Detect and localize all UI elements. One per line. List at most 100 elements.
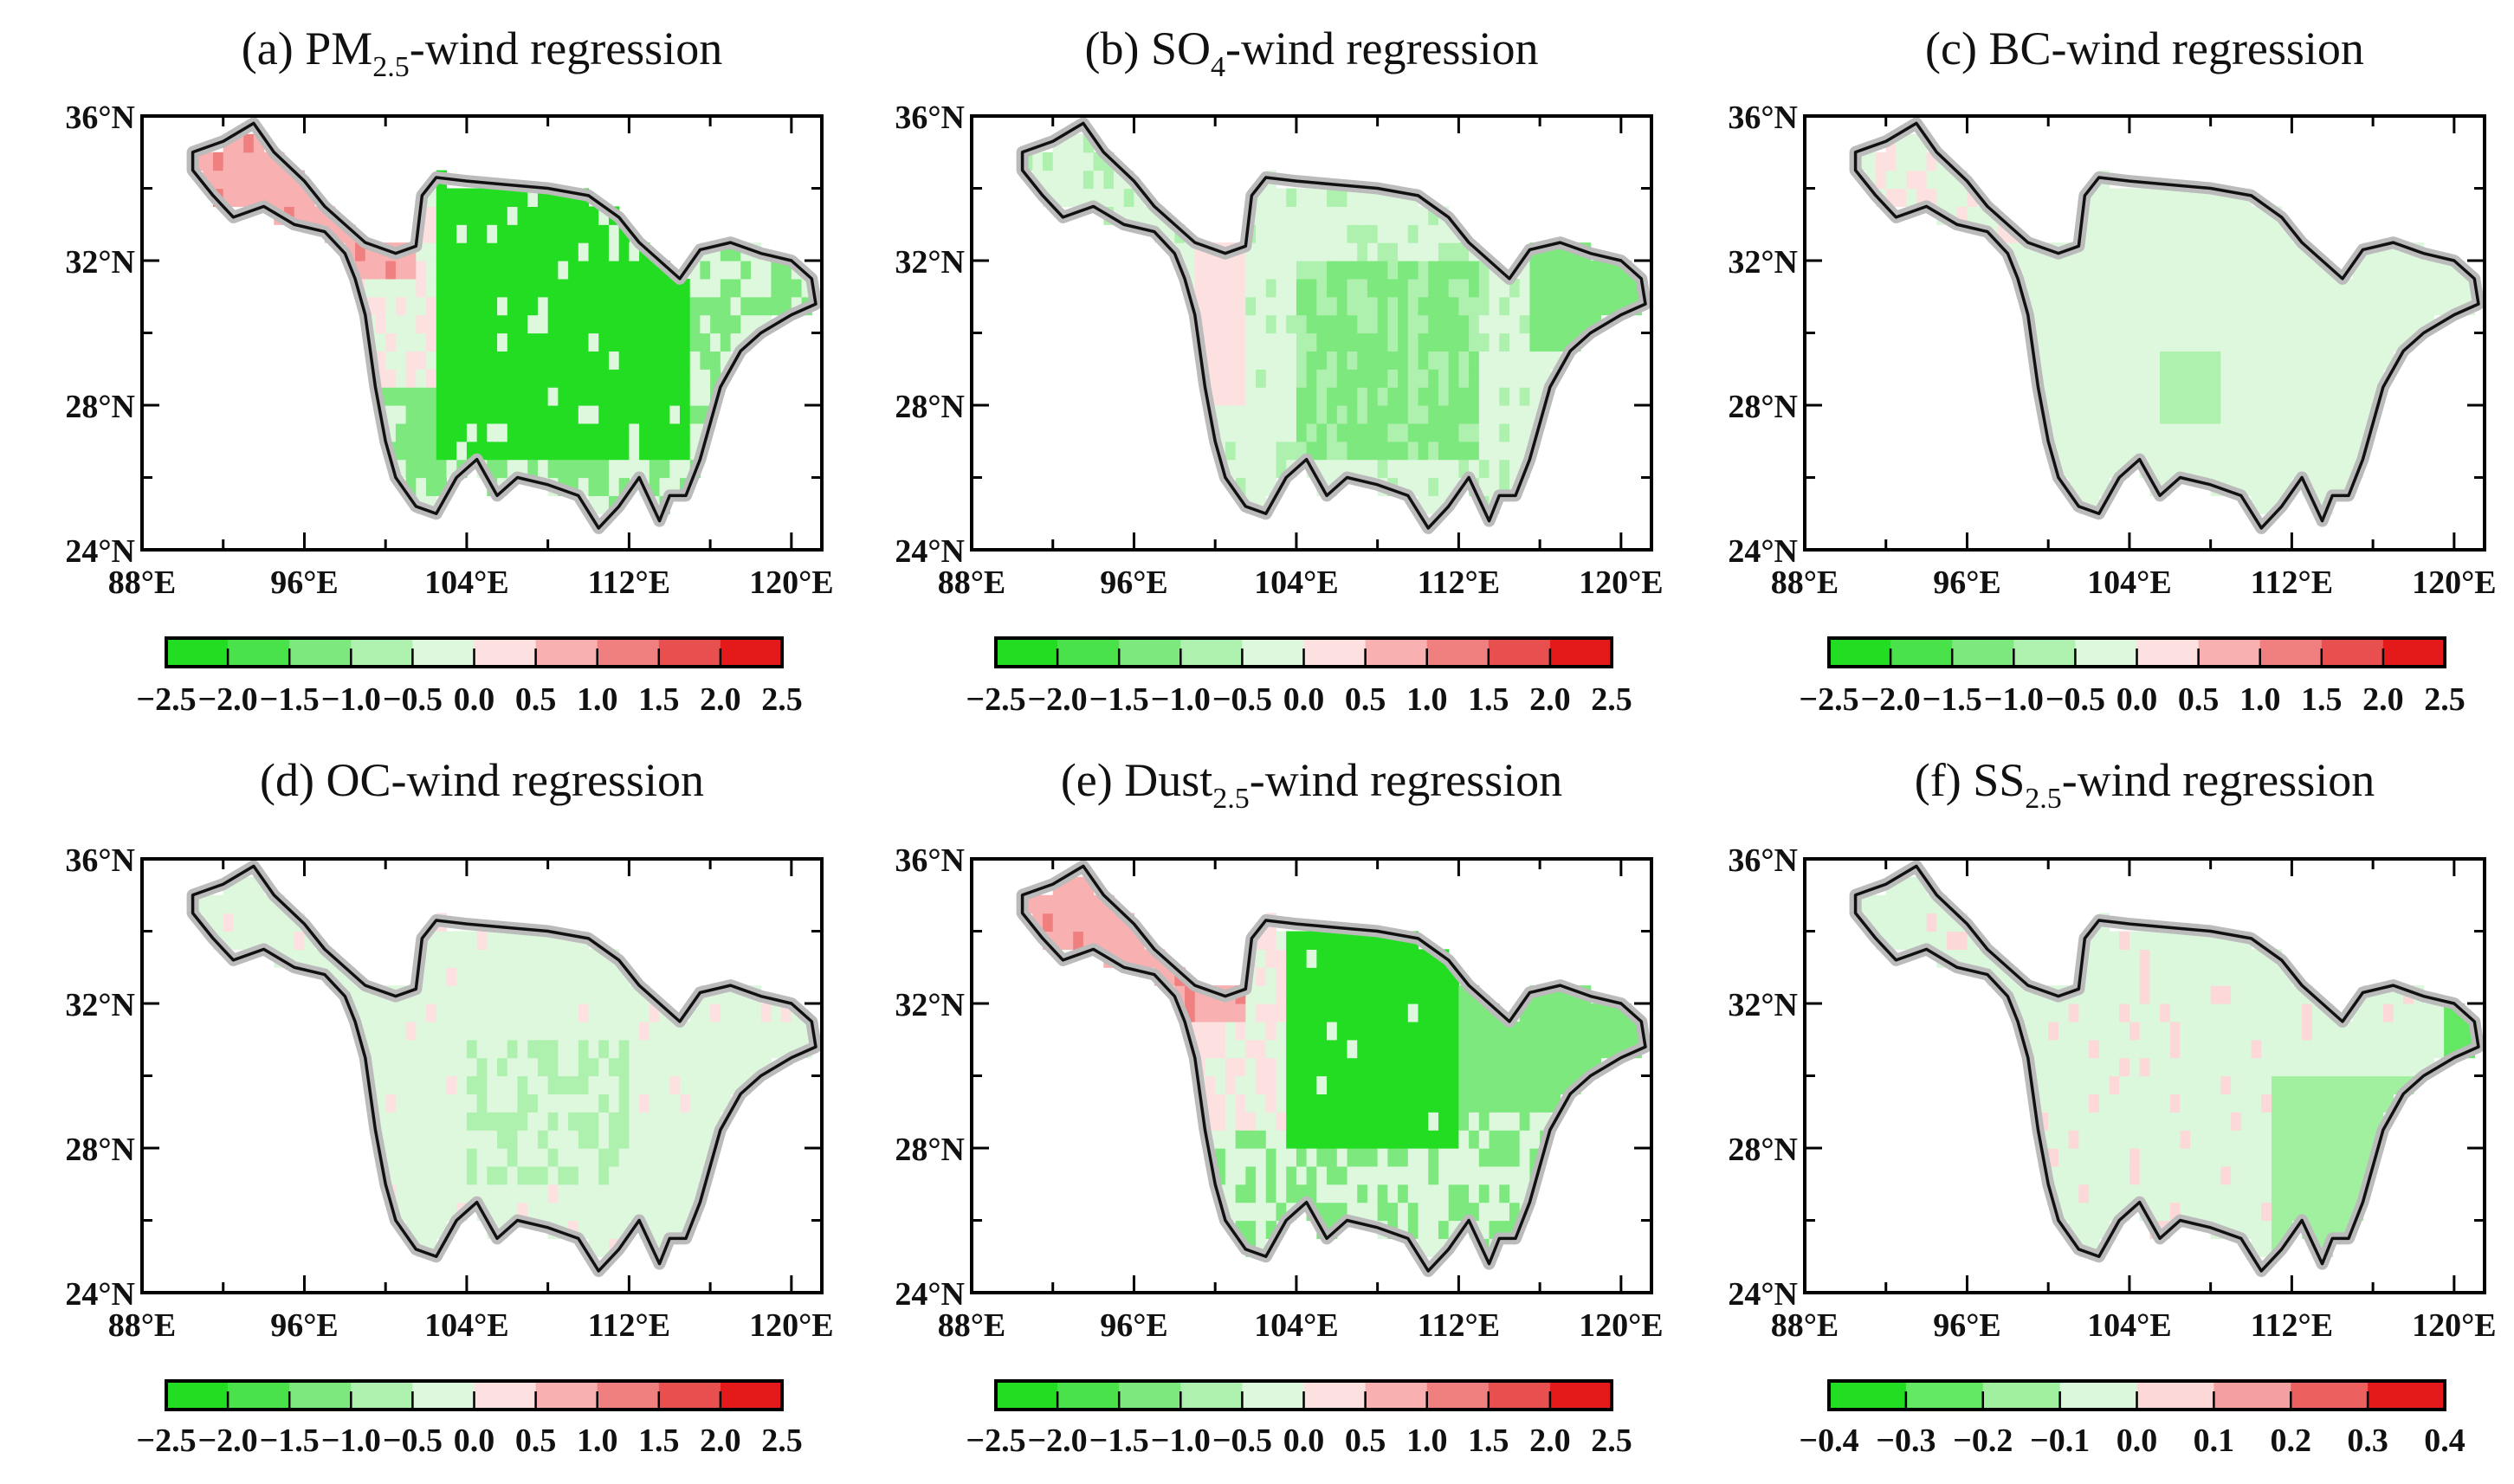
grid-cell xyxy=(2220,242,2232,261)
grid-cell xyxy=(507,332,519,352)
grid-cell xyxy=(365,261,377,280)
grid-cell xyxy=(2119,242,2130,261)
grid-cell xyxy=(2342,1165,2354,1185)
grid-cell xyxy=(2271,459,2283,479)
grid-cell xyxy=(700,1003,711,1023)
grid-cell xyxy=(669,387,681,406)
grid-cell xyxy=(2160,369,2171,388)
grid-cell xyxy=(1876,894,1887,914)
grid-cell xyxy=(1428,1039,1439,1059)
grid-cell xyxy=(608,1202,620,1222)
grid-cell xyxy=(1560,1021,1571,1041)
grid-cell xyxy=(2200,1039,2212,1059)
grid-cell xyxy=(2078,296,2090,316)
basin-outline xyxy=(191,864,818,1273)
grid-cell xyxy=(1336,278,1348,298)
grid-cell xyxy=(1540,296,1551,316)
grid-cell xyxy=(2078,387,2090,406)
grid-cell xyxy=(1458,1130,1470,1149)
grid-cell xyxy=(2160,242,2171,261)
grid-cell xyxy=(466,1112,478,1131)
grid-cell xyxy=(527,387,539,406)
grid-cell xyxy=(1398,1039,1409,1059)
lon-tick-label: 104°E xyxy=(1254,1307,1339,1344)
grid-cell xyxy=(1377,1165,1388,1185)
colorbar-bin xyxy=(2136,1381,2214,1410)
grid-cell xyxy=(568,1003,579,1023)
grid-cell xyxy=(1438,1148,1450,1167)
grid-cell xyxy=(2139,369,2150,388)
grid-cell xyxy=(1489,441,1500,461)
grid-cell xyxy=(547,967,559,986)
grid-cell xyxy=(456,1057,468,1077)
grid-cell xyxy=(446,296,457,316)
grid-cell xyxy=(2271,1184,2283,1203)
grid-cell xyxy=(395,369,407,388)
grid-cell xyxy=(456,1148,468,1167)
grid-cell xyxy=(426,351,437,370)
grid-cell xyxy=(1499,441,1510,461)
grid-cell xyxy=(629,1094,640,1113)
grid-cell xyxy=(1327,949,1338,968)
grid-cell xyxy=(2382,1057,2394,1077)
grid-cell xyxy=(1489,1075,1500,1094)
grid-cell xyxy=(1327,242,1338,261)
grid-cell xyxy=(1509,387,1521,406)
grid-cell xyxy=(1478,1094,1490,1113)
grid-cell xyxy=(2180,188,2191,207)
grid-cell xyxy=(487,1184,498,1203)
grid-cell xyxy=(547,206,559,225)
grid-cell xyxy=(203,894,214,914)
grid-cell xyxy=(426,405,437,424)
grid-cell xyxy=(578,261,590,280)
grid-cell xyxy=(497,931,508,950)
grid-cell xyxy=(1316,188,1328,207)
grid-cell xyxy=(243,188,255,207)
grid-cell xyxy=(2098,985,2110,1004)
grid-cell xyxy=(2332,296,2343,316)
grid-cell xyxy=(1205,261,1216,280)
grid-cell xyxy=(2190,1165,2201,1185)
grid-cell xyxy=(1428,351,1439,370)
grid-cell xyxy=(375,1021,386,1041)
grid-cell xyxy=(2160,261,2171,280)
grid-cell xyxy=(2149,949,2161,968)
colorbar-label: 2.5 xyxy=(761,681,803,718)
grid-cell xyxy=(2129,1021,2141,1041)
grid-cell xyxy=(487,441,498,461)
grid-cell xyxy=(2200,967,2212,986)
grid-cell xyxy=(1549,1003,1561,1023)
grid-cell xyxy=(517,188,528,207)
grid-cell xyxy=(2068,278,2079,298)
grid-cell xyxy=(2129,1094,2141,1113)
grid-cell xyxy=(1347,351,1358,370)
grid-cell xyxy=(2149,1112,2161,1131)
grid-cell xyxy=(405,1112,417,1131)
grid-cell xyxy=(1620,1021,1632,1041)
grid-cell xyxy=(537,1202,549,1222)
grid-cell xyxy=(2129,332,2141,352)
grid-cell xyxy=(598,1039,610,1059)
grid-cell xyxy=(1327,206,1338,225)
grid-cell xyxy=(1540,332,1551,352)
colorbar-label: −1.0 xyxy=(321,1423,381,1459)
grid-cell xyxy=(487,332,498,352)
grid-cell xyxy=(1580,278,1592,298)
grid-cell xyxy=(1265,278,1277,298)
grid-cell xyxy=(2373,332,2384,352)
grid-cell xyxy=(2362,278,2374,298)
grid-cell xyxy=(1286,242,1297,261)
grid-cell xyxy=(1265,1112,1277,1131)
grid-cell xyxy=(476,1165,488,1185)
grid-cell xyxy=(2271,261,2283,280)
grid-cell xyxy=(395,405,407,424)
grid-cell xyxy=(2109,423,2120,442)
grid-cell xyxy=(700,1039,711,1059)
grid-cell xyxy=(1103,188,1115,207)
grid-cell xyxy=(588,1130,599,1149)
grid-cell xyxy=(2231,985,2242,1004)
colorbar-label: 0.0 xyxy=(2117,681,2158,718)
grid-cell xyxy=(2332,459,2343,479)
grid-cell xyxy=(547,1202,559,1222)
colorbar-label: 1.0 xyxy=(577,1423,618,1459)
